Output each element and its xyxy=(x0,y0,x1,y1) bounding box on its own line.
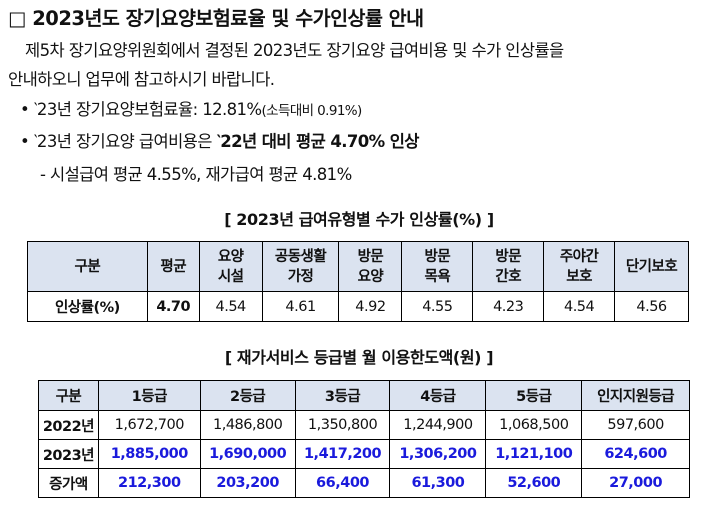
table1-value: 4.54 xyxy=(543,291,616,322)
table2-value: 203,200 xyxy=(199,468,296,498)
table2-value: 1,244,900 xyxy=(389,410,487,440)
bullet-insurance-rate-text: • ‵23년 장기요양보험료율: 12.81% xyxy=(20,100,262,119)
table-row: 인상률(%) 4.70 4.54 4.61 4.92 4.55 4.23 4.5… xyxy=(27,291,689,322)
table2-header-cell: 5등급 xyxy=(485,380,583,411)
table1-header-cell: 평균 xyxy=(146,241,200,292)
table2-value: 27,000 xyxy=(581,468,690,498)
table1-value-average: 4.70 xyxy=(146,291,200,322)
bullet-insurance-rate: • ‵23년 장기요양보험료율: 12.81%(소득대비 0.91%) xyxy=(20,96,362,120)
table1-header-cell: 방문 요양 xyxy=(338,241,403,292)
table-row: 2022년 1,672,700 1,486,800 1,350,800 1,24… xyxy=(38,410,690,440)
table1-header-cell: 방문 간호 xyxy=(472,241,545,292)
table2-value: 61,300 xyxy=(389,468,487,498)
table2-row-label: 증가액 xyxy=(38,468,99,498)
table2-row-label: 2022년 xyxy=(38,410,99,440)
table2-header-cell: 구분 xyxy=(38,380,99,411)
table2-value: 1,306,200 xyxy=(389,439,487,469)
bullet-benefit-cost: • ‵23년 장기요양 급여비용은 ‵22년 대비 평균 4.70% 인상 xyxy=(20,128,419,152)
fee-increase-table: 구분 평균 요양 시설 공동생활 가정 방문 요양 방문 목욕 방문 간호 주야… xyxy=(27,241,689,322)
table1-header-cell: 구분 xyxy=(27,241,148,292)
table2-value: 212,300 xyxy=(97,468,201,498)
intro-paragraph: 제5차 장기요양위원회에서 결정된 2023년도 장기요양 급여비용 및 수가 … xyxy=(8,36,708,94)
table2-caption: [ 재가서비스 등급별 월 이용한도액(원) ] xyxy=(224,348,494,367)
bullet-benefit-cost-text: • ‵23년 장기요양 급여비용은 xyxy=(20,132,217,151)
table1-header-cell: 공동생활 가정 xyxy=(261,241,340,292)
table2-header-cell: 2등급 xyxy=(199,380,296,411)
table2-value: 1,690,000 xyxy=(199,439,296,469)
table1-value: 4.23 xyxy=(472,291,545,322)
table1-value: 4.56 xyxy=(614,291,689,322)
table2-header-cell: 인지지원등급 xyxy=(581,380,690,411)
bullet-benefit-cost-highlight: ‵22년 대비 평균 4.70% 인상 xyxy=(216,132,419,151)
table2-value: 1,121,100 xyxy=(485,439,583,469)
table1-value: 4.54 xyxy=(198,291,263,322)
table2-value: 1,885,000 xyxy=(97,439,201,469)
table2-value: 597,600 xyxy=(581,410,690,440)
table1-header-cell: 단기보호 xyxy=(614,241,689,292)
table2-value: 1,068,500 xyxy=(485,410,583,440)
table1-value: 4.92 xyxy=(338,291,403,322)
table2-value: 1,672,700 xyxy=(97,410,201,440)
table2-row-label: 2023년 xyxy=(38,439,99,469)
table2-header-cell: 1등급 xyxy=(97,380,201,411)
table1-header-row: 구분 평균 요양 시설 공동생활 가정 방문 요양 방문 목욕 방문 간호 주야… xyxy=(27,241,689,292)
table-row: 2023년 1,885,000 1,690,000 1,417,200 1,30… xyxy=(38,439,690,469)
table1-value: 4.55 xyxy=(401,291,474,322)
table2-value: 1,350,800 xyxy=(294,410,391,440)
table1-header-cell: 요양 시설 xyxy=(198,241,263,292)
bullet-insurance-rate-note: (소득대비 0.91%) xyxy=(261,103,363,119)
table2-header-row: 구분 1등급 2등급 3등급 4등급 5등급 인지지원등급 xyxy=(38,380,690,411)
table-row: 증가액 212,300 203,200 66,400 61,300 52,600… xyxy=(38,468,690,498)
table1-header-cell: 방문 목욕 xyxy=(401,241,474,292)
table2-value: 52,600 xyxy=(485,468,583,498)
table1-header-cell: 주야간 보호 xyxy=(543,241,616,292)
intro-line-1: 제5차 장기요양위원회에서 결정된 2023년도 장기요양 급여비용 및 수가 … xyxy=(25,41,564,60)
intro-line-2: 안내하오니 업무에 참고하시기 바랍니다. xyxy=(8,70,275,89)
table1-value: 4.61 xyxy=(261,291,340,322)
monthly-limit-table: 구분 1등급 2등급 3등급 4등급 5등급 인지지원등급 2022년 1,67… xyxy=(38,380,690,498)
table2-header-cell: 4등급 xyxy=(389,380,487,411)
table2-value: 66,400 xyxy=(294,468,391,498)
table2-value: 1,417,200 xyxy=(294,439,391,469)
table1-caption: [ 2023년 급여유형별 수가 인상률(%) ] xyxy=(224,210,494,229)
bullet-sub-rates: - 시설급여 평균 4.55%, 재가급여 평균 4.81% xyxy=(40,165,352,184)
table2-value: 624,600 xyxy=(581,439,690,469)
table2-value: 1,486,800 xyxy=(199,410,296,440)
page-title: □ 2023년도 장기요양보험료율 및 수가인상률 안내 xyxy=(8,7,424,30)
table1-row-label: 인상률(%) xyxy=(27,291,148,322)
table2-header-cell: 3등급 xyxy=(294,380,391,411)
